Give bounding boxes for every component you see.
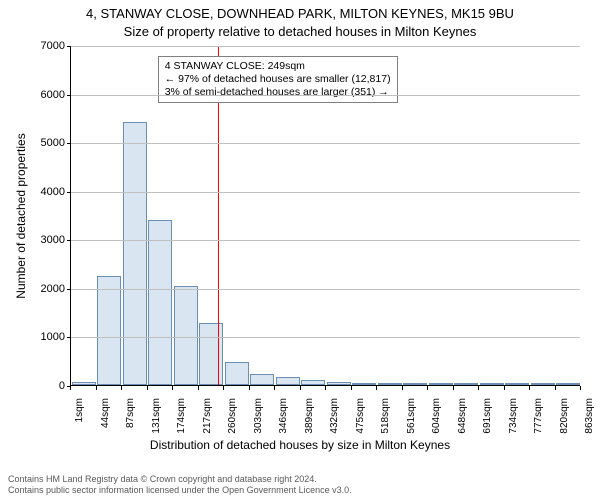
histogram-bar bbox=[556, 383, 580, 385]
gridline bbox=[71, 192, 580, 193]
y-tick-mark bbox=[67, 143, 71, 144]
x-tick-mark bbox=[223, 386, 224, 390]
x-tick-mark bbox=[121, 386, 122, 390]
x-tick-mark bbox=[96, 386, 97, 390]
x-tick-mark bbox=[249, 386, 250, 390]
gridline bbox=[71, 46, 580, 47]
x-axis-label: Distribution of detached houses by size … bbox=[0, 438, 600, 452]
chart-title-address: 4, STANWAY CLOSE, DOWNHEAD PARK, MILTON … bbox=[0, 6, 600, 21]
x-tick-mark bbox=[376, 386, 377, 390]
chart-title-subtitle: Size of property relative to detached ho… bbox=[0, 24, 600, 39]
plot-area: 4 STANWAY CLOSE: 249sqm ← 97% of detache… bbox=[70, 46, 580, 386]
histogram-bar bbox=[97, 276, 121, 385]
histogram-bar bbox=[454, 383, 478, 385]
gridline bbox=[71, 289, 580, 290]
histogram-bar bbox=[505, 383, 529, 385]
gridline bbox=[71, 95, 580, 96]
x-tick-mark bbox=[580, 386, 581, 390]
infobox-line-smaller: ← 97% of detached houses are smaller (12… bbox=[165, 73, 391, 86]
x-tick-mark bbox=[198, 386, 199, 390]
histogram-bar bbox=[199, 323, 223, 385]
histogram-bar bbox=[276, 377, 300, 385]
x-tick-mark bbox=[325, 386, 326, 390]
histogram-bar bbox=[531, 383, 555, 385]
footer: Contains HM Land Registry data © Crown c… bbox=[8, 474, 352, 496]
histogram-bar bbox=[352, 383, 376, 385]
x-tick-mark bbox=[529, 386, 530, 390]
footer-line2: Contains public sector information licen… bbox=[8, 485, 352, 496]
infobox-line-size: 4 STANWAY CLOSE: 249sqm bbox=[165, 60, 391, 73]
y-tick-mark bbox=[67, 240, 71, 241]
x-tick-mark bbox=[351, 386, 352, 390]
y-tick-mark bbox=[67, 46, 71, 47]
x-tick-mark bbox=[478, 386, 479, 390]
y-tick-mark bbox=[67, 337, 71, 338]
y-tick-mark bbox=[67, 192, 71, 193]
x-tick-mark bbox=[427, 386, 428, 390]
x-tick-mark bbox=[147, 386, 148, 390]
histogram-bar bbox=[250, 374, 274, 385]
x-tick-mark bbox=[504, 386, 505, 390]
histogram-bar bbox=[403, 383, 427, 385]
histogram-bar bbox=[378, 383, 402, 385]
y-tick-mark bbox=[67, 95, 71, 96]
histogram-bar bbox=[174, 286, 198, 385]
x-ticks: 1sqm44sqm87sqm131sqm174sqm217sqm260sqm30… bbox=[70, 386, 580, 446]
gridline bbox=[71, 337, 580, 338]
x-tick-mark bbox=[70, 386, 71, 390]
histogram-bar bbox=[429, 383, 453, 385]
x-tick-mark bbox=[172, 386, 173, 390]
x-tick-mark bbox=[274, 386, 275, 390]
y-axis-label: Number of detached properties bbox=[14, 133, 28, 298]
x-tick-mark bbox=[555, 386, 556, 390]
histogram-bar bbox=[148, 220, 172, 385]
gridline bbox=[71, 143, 580, 144]
property-info-box: 4 STANWAY CLOSE: 249sqm ← 97% of detache… bbox=[158, 56, 398, 103]
x-tick-mark bbox=[402, 386, 403, 390]
gridline bbox=[71, 240, 580, 241]
histogram-bar bbox=[301, 380, 325, 385]
histogram-bar bbox=[327, 382, 351, 385]
histogram-bar bbox=[480, 383, 504, 385]
x-tick-mark bbox=[300, 386, 301, 390]
x-tick-mark bbox=[453, 386, 454, 390]
infobox-line-larger: 3% of semi-detached houses are larger (3… bbox=[165, 86, 391, 99]
histogram-bar bbox=[123, 122, 147, 385]
footer-line1: Contains HM Land Registry data © Crown c… bbox=[8, 474, 352, 485]
chart-container: 4, STANWAY CLOSE, DOWNHEAD PARK, MILTON … bbox=[0, 0, 600, 500]
y-tick-mark bbox=[67, 289, 71, 290]
histogram-bar bbox=[72, 382, 96, 385]
histogram-bar bbox=[225, 362, 249, 385]
